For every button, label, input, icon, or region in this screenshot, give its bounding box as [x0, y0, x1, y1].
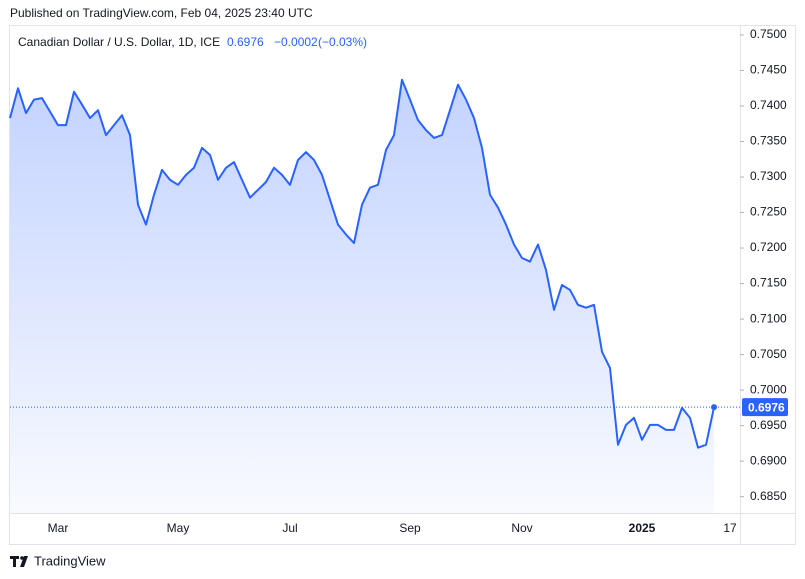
plot-area [9, 78, 740, 514]
y-tick-label: 0.6950 [750, 418, 787, 432]
price-badge [742, 398, 788, 417]
x-tick-label: Sep [399, 521, 421, 535]
price-line [9, 78, 715, 449]
legend-price: 0.6976 [227, 35, 264, 49]
y-tick-label: 0.7450 [750, 63, 787, 77]
y-tick-label: 0.6900 [750, 453, 787, 467]
frame [9, 25, 796, 545]
y-tick-label: 0.7350 [750, 134, 787, 148]
x-tick-label: Nov [511, 521, 532, 535]
legend-title: Canadian Dollar / U.S. Dollar, 1D, ICE [18, 35, 220, 49]
price-badge-label: 0.6976 [748, 400, 785, 414]
last-point [711, 404, 717, 411]
y-tick-label: 0.7150 [750, 276, 787, 290]
x-tick-label: Mar [48, 521, 69, 535]
y-tick-label: 0.7250 [750, 205, 787, 219]
footer-brand: TradingView [34, 553, 106, 568]
y-tick-label: 0.7300 [750, 169, 787, 183]
y-tick-label: 0.7200 [750, 240, 787, 254]
legend-change-pct: (−0.03%) [318, 35, 367, 49]
header: Published on TradingView.com, Feb 04, 20… [10, 6, 313, 20]
x-tick-label: Jul [282, 521, 297, 535]
y-tick-label: 0.7100 [750, 311, 787, 325]
logo [10, 556, 28, 567]
legend-change: −0.0002 [274, 35, 318, 49]
area-fill [10, 79, 714, 514]
y-tick-label: 0.7050 [750, 347, 787, 361]
x-tick-label: 2025 [629, 521, 656, 535]
y-tick-label: 0.7000 [750, 382, 787, 396]
y-tick-label: 0.6850 [750, 489, 787, 503]
y-tick-label: 0.7500 [750, 27, 787, 41]
x-tick-label: 17 [723, 521, 737, 535]
x-tick-label: May [167, 521, 190, 535]
y-tick-label: 0.7400 [750, 98, 787, 112]
